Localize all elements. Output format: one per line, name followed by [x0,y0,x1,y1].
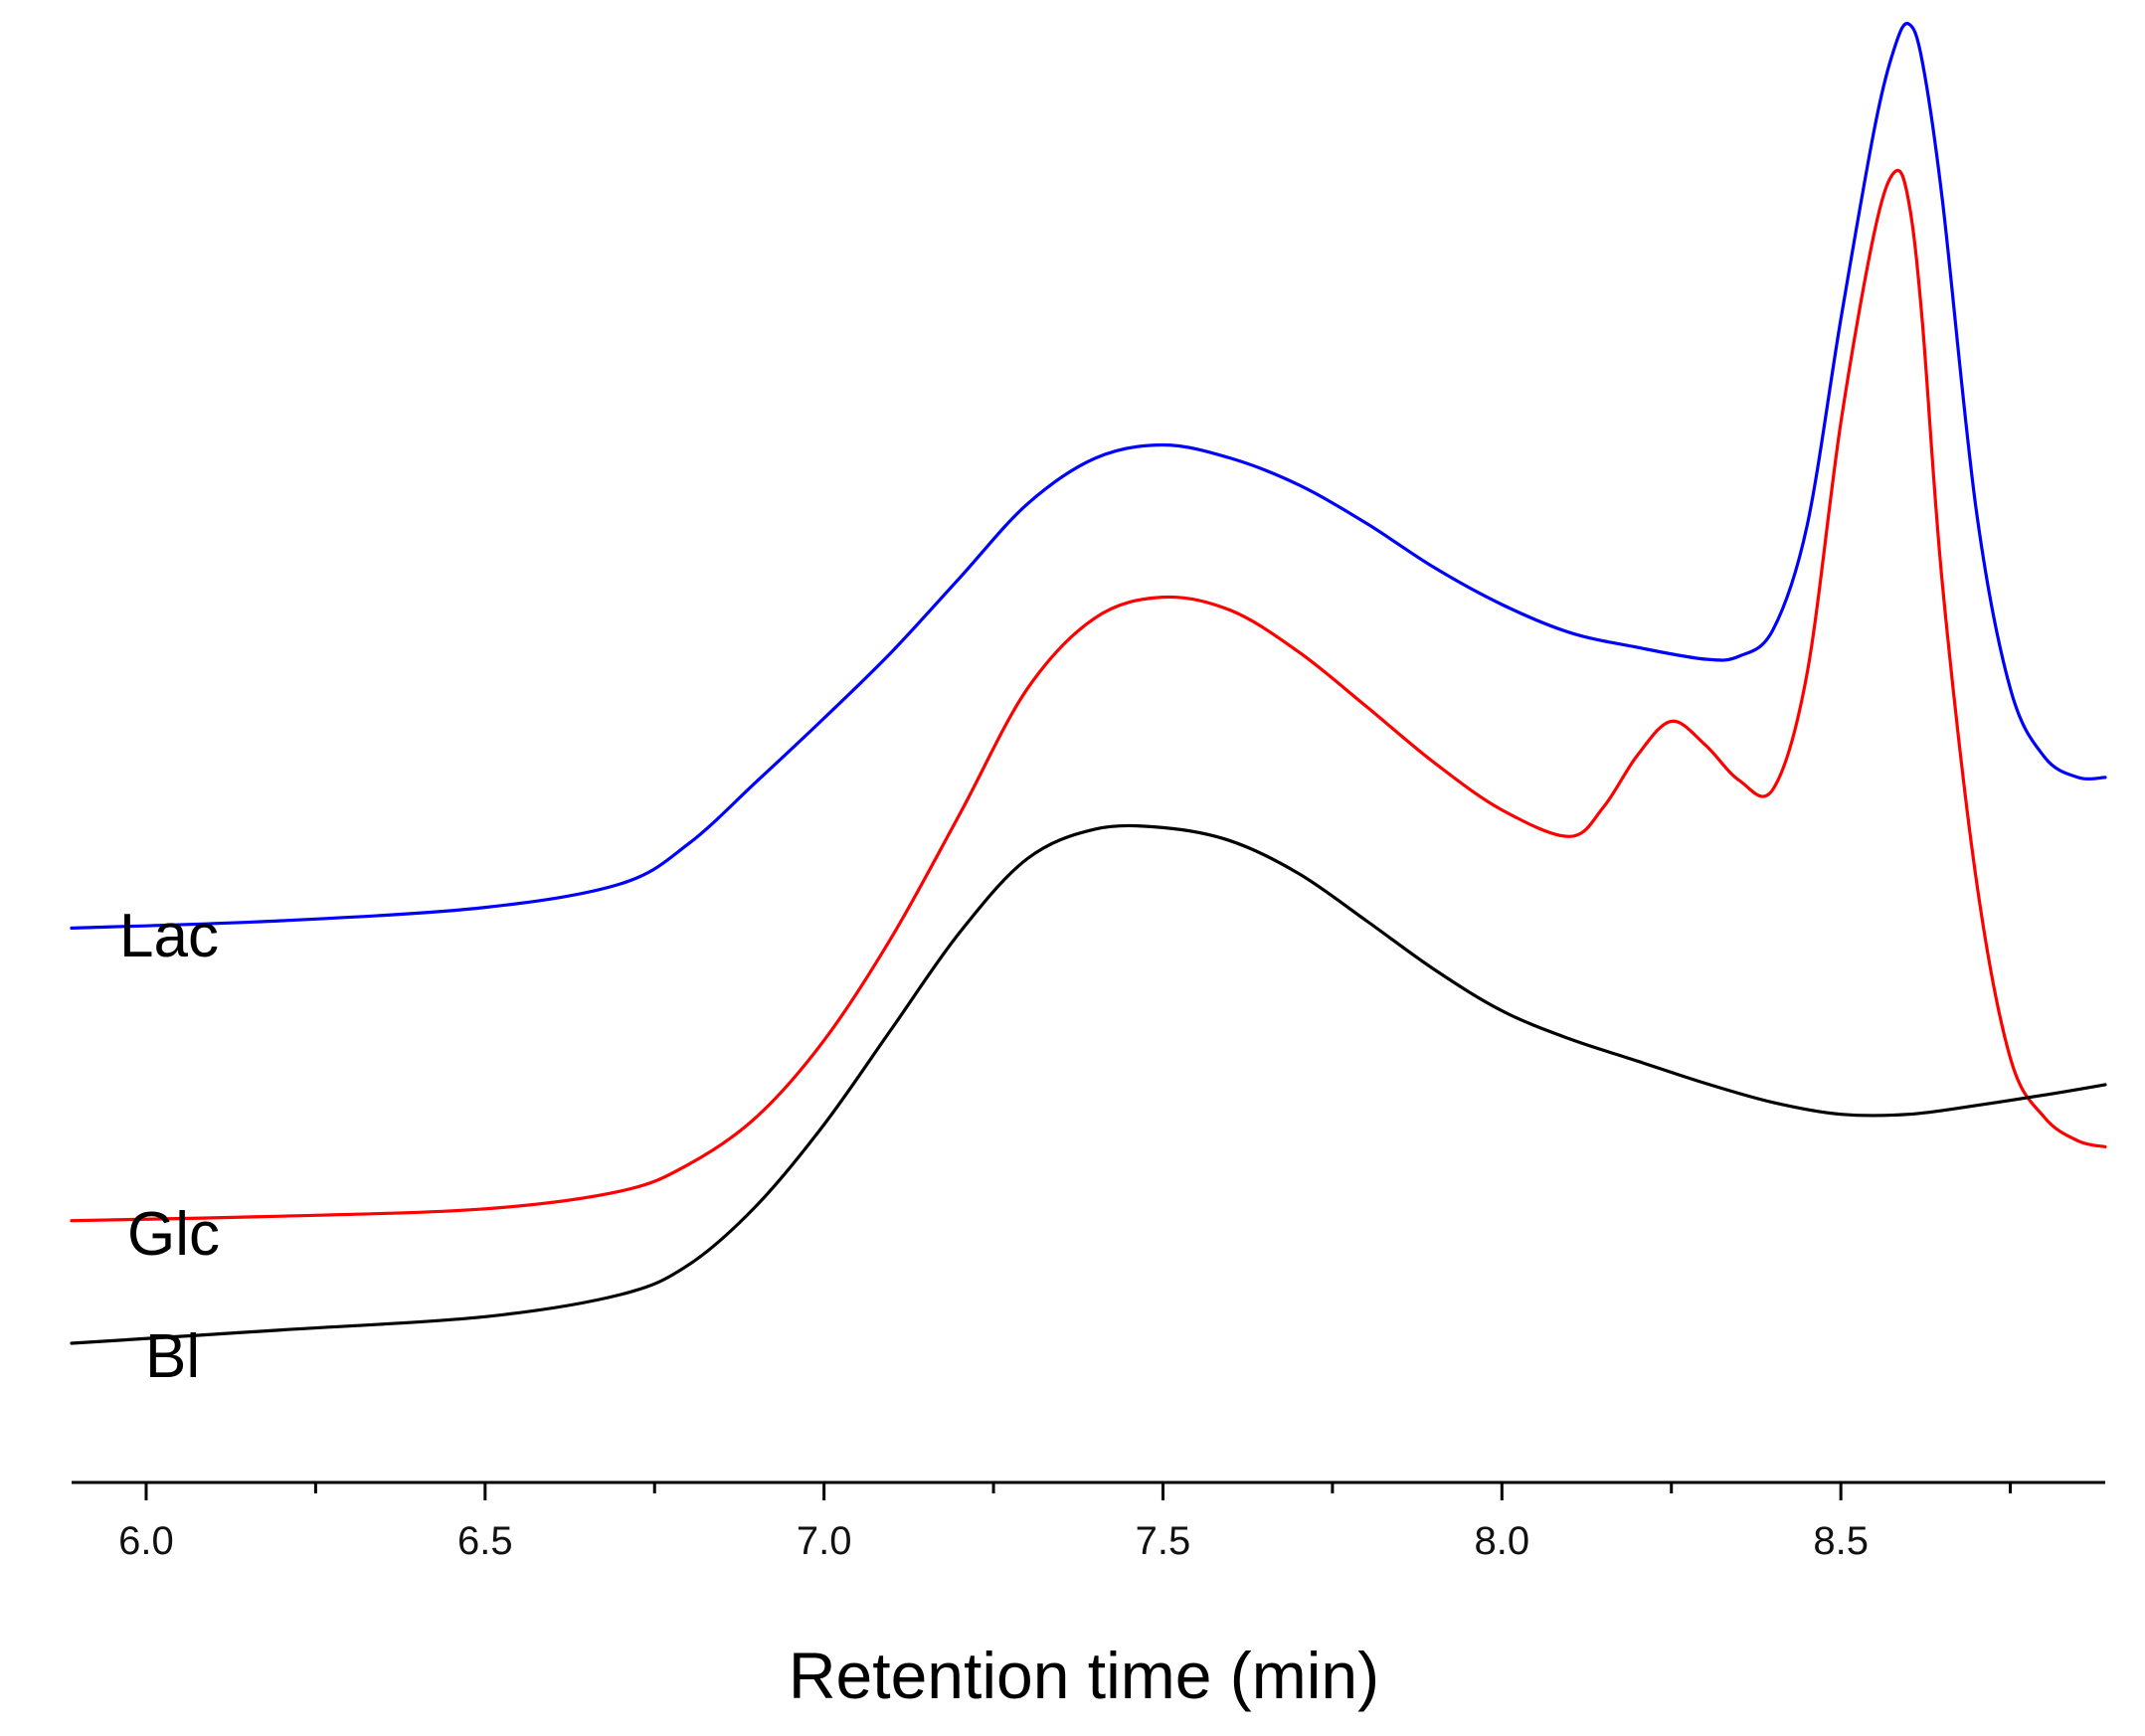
series-label-lac: Lac [119,902,219,970]
x-axis-title: Retention time (min) [789,1639,1379,1712]
series-line-bl [70,823,2107,1345]
series-line-lac [70,21,2107,930]
x-tick-label: 8.0 [1475,1519,1530,1563]
series-label-layer: Lac Glc Bl [119,902,220,1391]
x-axis: 6.0 6.5 7.0 7.5 8.0 8.5 [72,1480,2105,1563]
x-tick-label: 7.0 [797,1519,852,1563]
x-tick-label: 8.5 [1813,1519,1869,1563]
series-line-glc [70,168,2107,1223]
x-tick-label: 6.5 [457,1519,513,1563]
x-tick-label: 6.0 [118,1519,174,1563]
series-layer [70,21,2107,1345]
series-label-glc: Glc [127,1200,220,1269]
series-label-bl: Bl [145,1322,200,1391]
x-tick-label: 7.5 [1136,1519,1191,1563]
